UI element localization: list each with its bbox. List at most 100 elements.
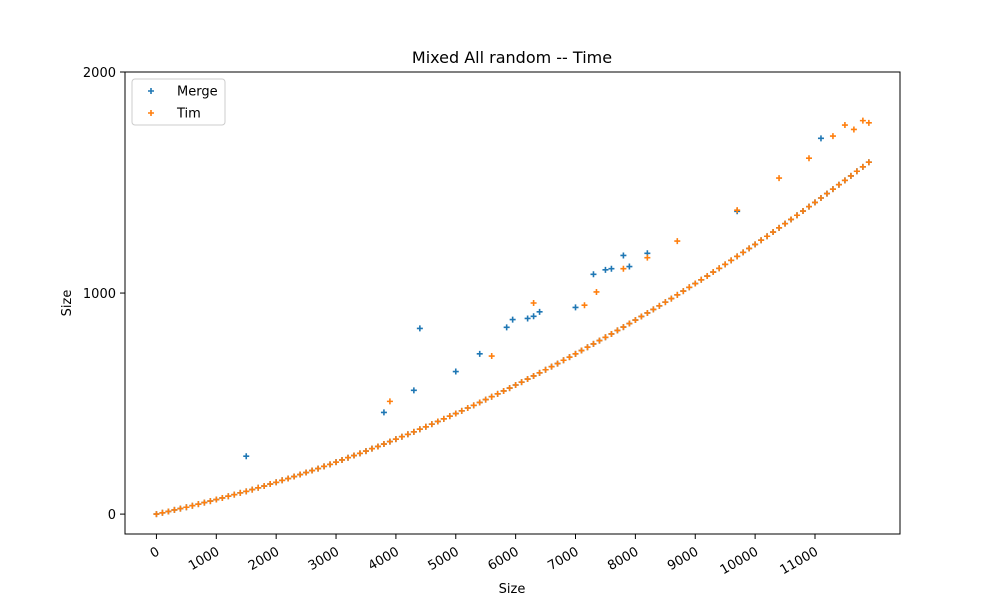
y-axis-ticks: 0 1000 2000 bbox=[83, 66, 125, 523]
point-tim bbox=[458, 407, 465, 414]
legend-marker-tim bbox=[148, 110, 154, 116]
point-tim bbox=[584, 344, 591, 351]
point-tim bbox=[710, 269, 717, 276]
point-tim bbox=[632, 317, 639, 324]
point-tim bbox=[596, 337, 603, 344]
point-tim bbox=[231, 491, 238, 498]
point-tim bbox=[770, 229, 777, 236]
point-tim bbox=[339, 456, 346, 463]
point-tim bbox=[279, 477, 286, 484]
point-tim bbox=[566, 354, 573, 361]
point-tim bbox=[345, 454, 352, 461]
point-tim bbox=[368, 445, 375, 452]
y-tick-label: 1000 bbox=[83, 287, 116, 302]
point-tim bbox=[386, 438, 393, 445]
point-tim bbox=[267, 481, 274, 488]
series-tim bbox=[153, 117, 872, 518]
point-tim bbox=[578, 347, 585, 354]
axes-frame bbox=[124, 71, 901, 535]
point-tim bbox=[614, 327, 621, 334]
point-tim bbox=[177, 505, 184, 512]
point-tim bbox=[554, 360, 561, 367]
point-tim bbox=[764, 233, 771, 240]
point-tim bbox=[428, 421, 435, 428]
point-tim bbox=[303, 469, 310, 476]
point-tim bbox=[650, 306, 657, 313]
point-tim bbox=[716, 265, 723, 272]
point-tim bbox=[315, 465, 322, 472]
point-merge bbox=[410, 387, 417, 394]
point-tim bbox=[446, 413, 453, 420]
point-merge bbox=[817, 135, 824, 142]
point-tim bbox=[189, 502, 196, 509]
x-axis-label: Size bbox=[499, 582, 526, 597]
y-axis-label: Size bbox=[60, 290, 75, 317]
point-merge bbox=[602, 266, 609, 273]
point-tim bbox=[817, 195, 824, 201]
point-tim bbox=[171, 506, 178, 513]
point-tim bbox=[581, 302, 588, 309]
point-tim bbox=[626, 320, 633, 327]
point-tim bbox=[380, 441, 387, 448]
point-tim bbox=[692, 280, 699, 287]
point-tim bbox=[835, 181, 842, 188]
point-tim bbox=[811, 199, 818, 206]
point-tim bbox=[309, 467, 316, 474]
point-tim bbox=[734, 253, 741, 260]
point-tim bbox=[350, 452, 357, 459]
point-tim bbox=[201, 499, 208, 506]
legend-label-tim: Tim bbox=[176, 107, 201, 122]
point-tim bbox=[422, 423, 429, 430]
point-tim bbox=[853, 168, 860, 175]
point-tim bbox=[794, 212, 801, 219]
legend-box bbox=[131, 78, 226, 126]
point-tim bbox=[680, 288, 687, 295]
point-tim bbox=[321, 463, 328, 470]
point-tim bbox=[464, 405, 471, 411]
point-merge bbox=[626, 263, 633, 270]
point-tim bbox=[386, 398, 393, 405]
point-tim bbox=[740, 249, 747, 256]
point-tim bbox=[297, 471, 304, 478]
point-merge bbox=[243, 453, 250, 460]
point-merge bbox=[452, 368, 459, 375]
point-tim bbox=[734, 207, 741, 214]
point-merge bbox=[530, 313, 537, 320]
point-tim bbox=[608, 330, 615, 337]
chart-title: Mixed All random -- Time bbox=[412, 48, 612, 67]
point-tim bbox=[237, 489, 244, 496]
point-merge bbox=[380, 409, 387, 416]
point-tim bbox=[788, 216, 795, 223]
point-tim bbox=[542, 366, 549, 373]
point-tim bbox=[800, 208, 807, 215]
point-tim bbox=[847, 172, 854, 179]
point-tim bbox=[841, 177, 848, 184]
point-tim bbox=[644, 254, 651, 261]
point-tim bbox=[530, 300, 537, 306]
point-tim bbox=[638, 313, 645, 320]
point-tim bbox=[859, 163, 866, 170]
legend-label-merge: Merge bbox=[177, 85, 218, 100]
point-tim bbox=[590, 340, 597, 347]
point-tim bbox=[404, 431, 411, 438]
point-tim bbox=[213, 496, 220, 503]
point-merge bbox=[590, 271, 597, 278]
point-merge bbox=[476, 350, 483, 357]
point-tim bbox=[829, 133, 836, 140]
point-tim bbox=[698, 276, 705, 283]
point-tim bbox=[850, 126, 857, 133]
point-tim bbox=[285, 475, 292, 482]
point-tim bbox=[488, 393, 495, 400]
point-tim bbox=[362, 448, 369, 455]
point-tim bbox=[434, 418, 441, 425]
point-tim bbox=[776, 175, 783, 182]
point-tim bbox=[165, 508, 172, 515]
point-tim bbox=[620, 324, 627, 331]
point-tim bbox=[746, 245, 753, 252]
point-tim bbox=[829, 186, 836, 193]
point-merge bbox=[503, 324, 510, 331]
point-tim bbox=[333, 459, 340, 466]
point-tim bbox=[620, 265, 627, 272]
point-tim bbox=[153, 511, 160, 518]
point-tim bbox=[327, 461, 334, 468]
